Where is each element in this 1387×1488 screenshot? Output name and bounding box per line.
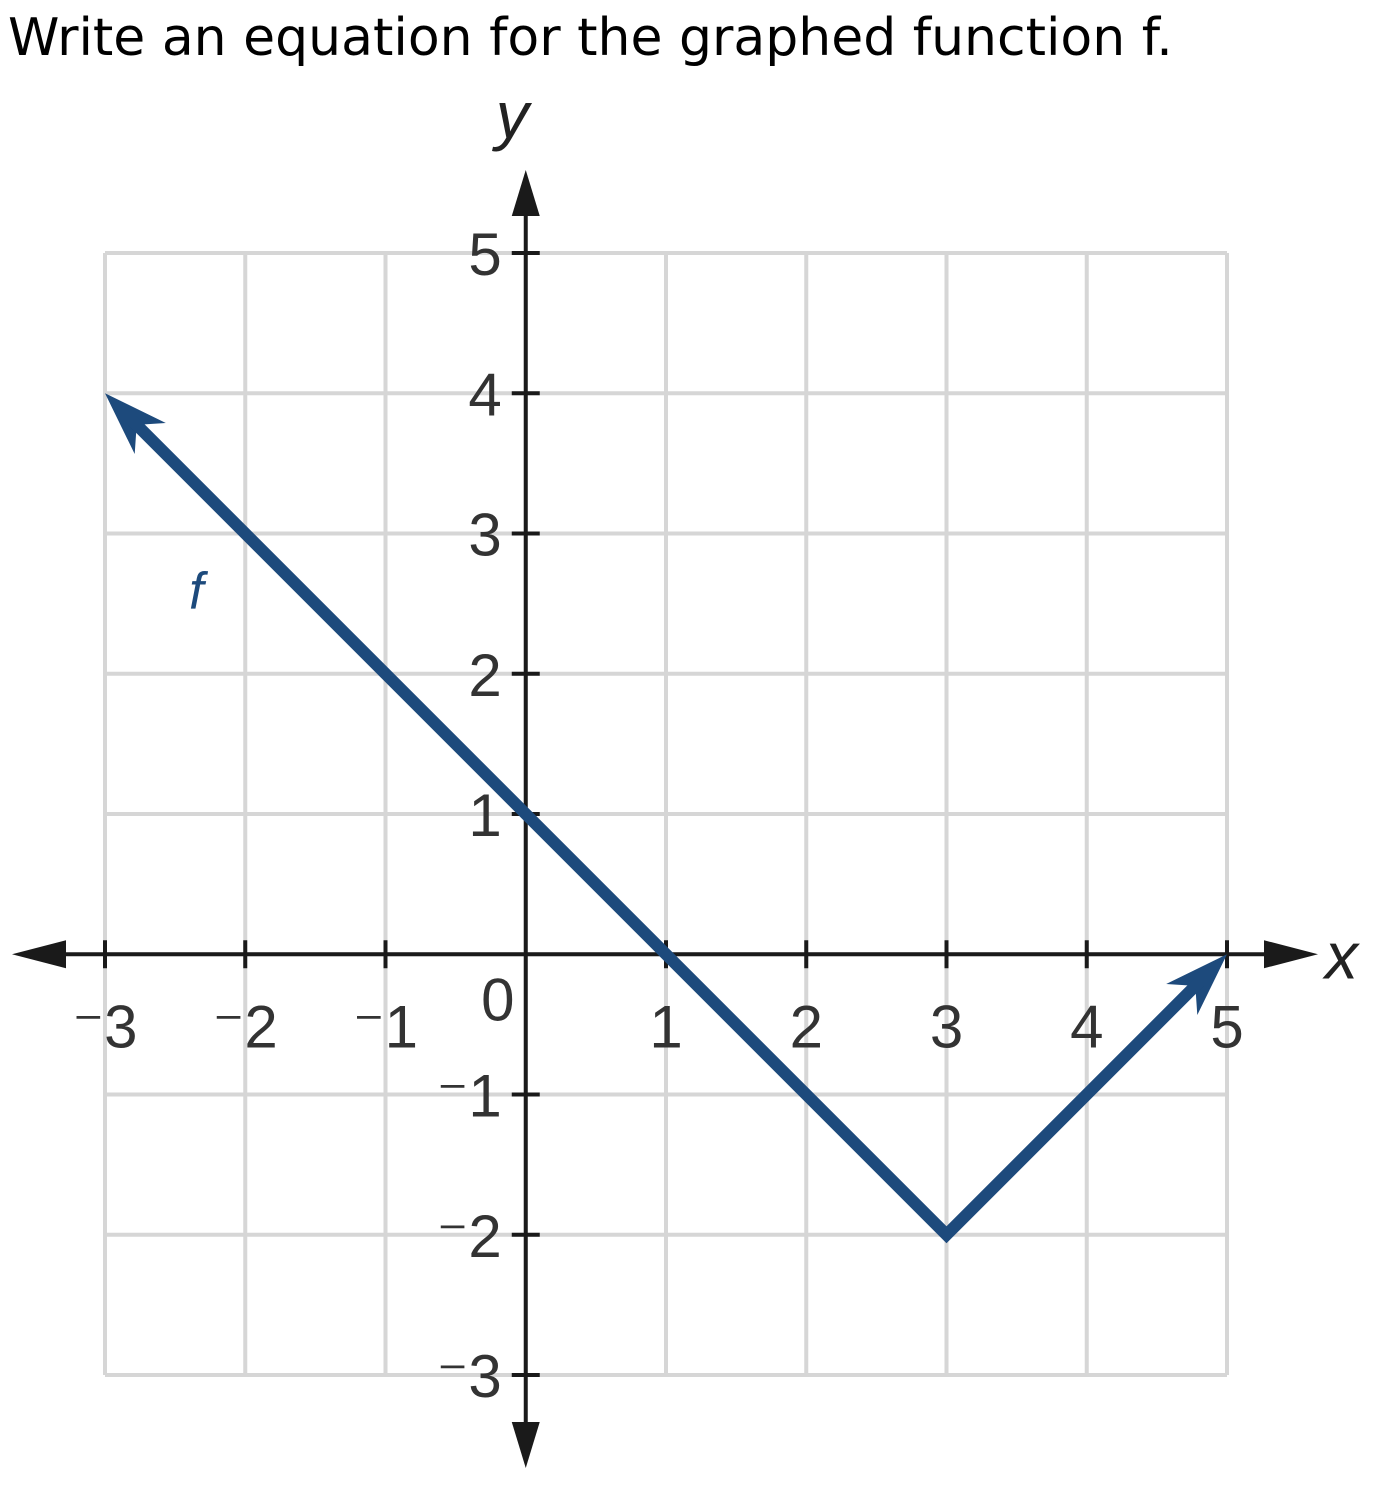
x-tick-label: 1 [649, 993, 682, 1060]
x-axis-arrow-right [1264, 940, 1318, 969]
y-axis-label: y [492, 78, 533, 152]
series-layer [105, 393, 1227, 1244]
x-tick-label: ⁻1 [353, 993, 418, 1060]
x-tick-label: 2 [790, 993, 823, 1060]
series-line-f [127, 416, 1205, 1244]
grid [103, 251, 1229, 1377]
x-tick-label: ⁻2 [213, 993, 278, 1060]
y-axis-arrow-up [511, 170, 540, 216]
y-tick-label: 2 [468, 642, 501, 709]
x-tick-label: 3 [930, 993, 963, 1060]
tick-labels: ⁻3 ⁻2 ⁻1 1 2 3 4 5 5 4 3 2 1 ⁻1 ⁻2 ⁻3 0 x y f [72, 78, 1360, 1410]
x-axis-label: x [1322, 918, 1360, 992]
x-tick-label: 5 [1210, 993, 1243, 1060]
y-tick-label: ⁻1 [437, 1063, 502, 1130]
y-tick-label: 1 [468, 782, 501, 849]
y-axis-arrow-down [511, 1422, 540, 1468]
x-tick-label: 4 [1070, 993, 1103, 1060]
y-tick-label: 5 [468, 221, 501, 288]
series-label: f [189, 563, 208, 621]
y-tick-label: 3 [468, 502, 501, 569]
y-tick-label: 4 [468, 361, 501, 428]
y-tick-label: ⁻2 [437, 1203, 502, 1270]
y-tick-label: ⁻3 [437, 1343, 502, 1410]
question-text: Write an equation for the graphed functi… [8, 8, 1173, 68]
x-axis-arrow-left [12, 940, 66, 969]
x-tick-label: ⁻3 [72, 993, 137, 1060]
origin-label: 0 [481, 966, 514, 1033]
